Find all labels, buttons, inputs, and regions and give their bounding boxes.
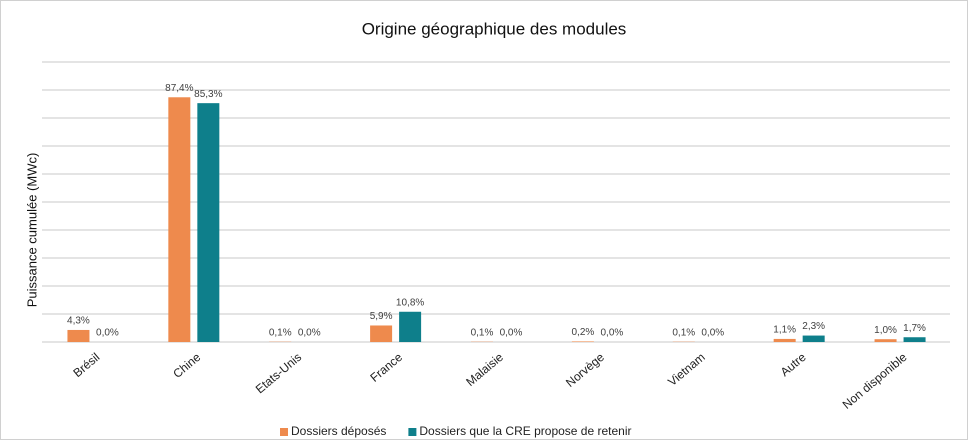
bar <box>571 341 594 342</box>
y-axis-label: Puissance cumulée (MWc) <box>24 153 39 308</box>
chart-title: Origine géographique des modules <box>362 19 627 38</box>
data-label: 0,0% <box>298 328 321 339</box>
data-label: 0,1% <box>269 327 292 338</box>
legend-swatch <box>408 428 417 436</box>
data-label: 5,9% <box>370 311 393 322</box>
legend-label: Dossiers que la CRE propose de retenir <box>419 424 631 438</box>
bar <box>773 338 796 342</box>
data-label: 2,3% <box>802 321 825 332</box>
bar <box>197 103 220 342</box>
data-label: 0,0% <box>96 328 119 339</box>
bar <box>903 337 926 342</box>
data-label: 0,2% <box>571 327 594 338</box>
data-label: 0,1% <box>471 327 494 338</box>
bar <box>370 325 393 342</box>
data-label: 0,1% <box>672 327 695 338</box>
data-label: 1,7% <box>903 323 926 334</box>
legend-label: Dossiers déposés <box>291 424 386 438</box>
data-label: 1,0% <box>874 325 897 336</box>
bar <box>874 339 897 342</box>
data-label: 0,0% <box>701 328 724 339</box>
bar <box>168 97 191 342</box>
data-label: 10,8% <box>396 297 424 308</box>
data-label: 0,0% <box>500 328 523 339</box>
data-label: 85,3% <box>194 89 222 100</box>
data-label: 1,1% <box>773 325 796 336</box>
bar <box>67 329 90 342</box>
bar <box>399 311 422 342</box>
data-label: 4,3% <box>67 316 90 327</box>
data-label: 87,4% <box>165 83 193 94</box>
data-label: 0,0% <box>600 328 623 339</box>
bar <box>802 335 825 342</box>
legend-swatch <box>280 428 288 436</box>
